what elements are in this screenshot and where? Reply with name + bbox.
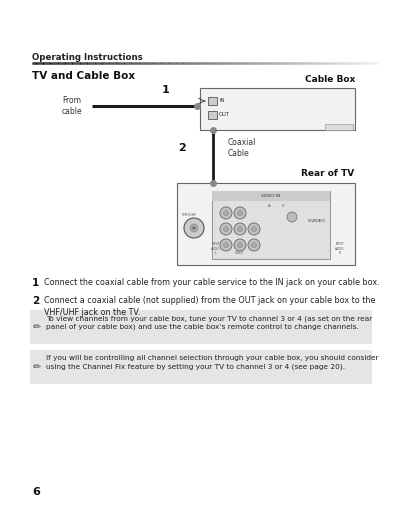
Circle shape bbox=[220, 239, 232, 251]
Circle shape bbox=[234, 207, 246, 219]
Text: VIDEO IN: VIDEO IN bbox=[261, 194, 281, 198]
Circle shape bbox=[234, 223, 246, 235]
Text: Operating Instructions: Operating Instructions bbox=[32, 52, 143, 62]
Circle shape bbox=[220, 223, 232, 235]
Circle shape bbox=[224, 242, 228, 248]
Circle shape bbox=[220, 207, 232, 219]
Circle shape bbox=[287, 212, 297, 222]
Circle shape bbox=[238, 242, 242, 248]
Text: S-VIDEO: S-VIDEO bbox=[308, 219, 326, 223]
Text: ✏: ✏ bbox=[33, 362, 41, 372]
Circle shape bbox=[190, 224, 198, 232]
Circle shape bbox=[252, 226, 256, 232]
Bar bbox=[212, 191, 330, 201]
Circle shape bbox=[192, 226, 196, 229]
Circle shape bbox=[234, 239, 246, 251]
Text: IN: IN bbox=[219, 98, 224, 104]
Text: 6: 6 bbox=[32, 487, 40, 497]
Text: 1: 1 bbox=[32, 278, 39, 288]
Bar bbox=[177, 183, 355, 265]
Circle shape bbox=[184, 218, 204, 238]
Text: Cable Box: Cable Box bbox=[305, 75, 355, 84]
Text: Connect a coaxial cable (not supplied) from the OUT jack on your cable box to th: Connect a coaxial cable (not supplied) f… bbox=[44, 296, 375, 317]
Circle shape bbox=[224, 210, 228, 215]
Bar bbox=[30, 310, 372, 344]
Text: INPUT
AUDIO
R: INPUT AUDIO R bbox=[335, 242, 345, 255]
Text: VHF/UHF: VHF/UHF bbox=[182, 213, 197, 217]
Text: Connect the coaxial cable from your cable service to the IN jack on your cable b: Connect the coaxial cable from your cabl… bbox=[44, 278, 380, 287]
Text: VIDEO: VIDEO bbox=[235, 251, 245, 255]
Bar bbox=[208, 97, 217, 105]
Circle shape bbox=[224, 226, 228, 232]
Bar bbox=[212, 191, 330, 259]
Bar bbox=[30, 350, 372, 384]
Text: 2: 2 bbox=[178, 143, 186, 153]
Circle shape bbox=[238, 226, 242, 232]
Text: To view channels from your cable box, tune your TV to channel 3 or 4 (as set on : To view channels from your cable box, tu… bbox=[46, 315, 372, 330]
Bar bbox=[208, 111, 217, 119]
Text: OUT: OUT bbox=[219, 112, 230, 118]
Text: INPUT
AUDIO
L: INPUT AUDIO L bbox=[211, 242, 221, 255]
Text: TV and Cable Box: TV and Cable Box bbox=[32, 71, 135, 81]
Circle shape bbox=[238, 210, 242, 215]
Bar bbox=[325, 124, 353, 130]
Text: Rear of TV: Rear of TV bbox=[301, 169, 354, 178]
Circle shape bbox=[248, 223, 260, 235]
Text: ✏: ✏ bbox=[33, 322, 41, 332]
Text: 2: 2 bbox=[32, 296, 39, 306]
Text: If you will be controlling all channel selection through your cable box, you sho: If you will be controlling all channel s… bbox=[46, 355, 378, 370]
Text: A         V: A V bbox=[268, 204, 284, 208]
Bar bbox=[200, 88, 355, 130]
Circle shape bbox=[252, 242, 256, 248]
Text: From
cable: From cable bbox=[62, 96, 82, 116]
Text: Coaxial
Cable: Coaxial Cable bbox=[228, 138, 256, 159]
Circle shape bbox=[248, 239, 260, 251]
Text: 1: 1 bbox=[162, 85, 170, 95]
